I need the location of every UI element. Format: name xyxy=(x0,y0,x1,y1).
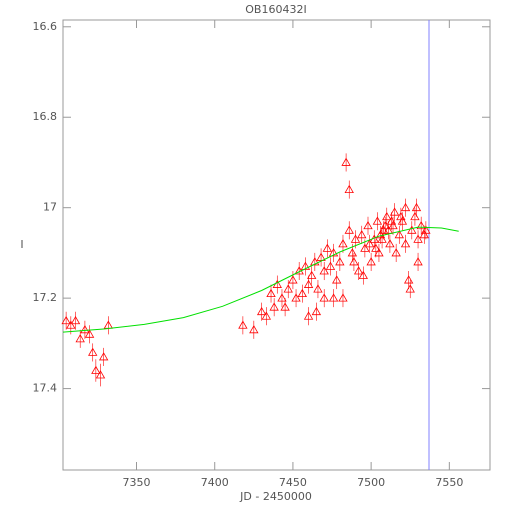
data-point xyxy=(310,257,320,266)
chart-title: OB160432I xyxy=(245,3,306,16)
data-point xyxy=(403,275,414,284)
data-point xyxy=(394,230,404,239)
data-point xyxy=(280,302,290,311)
data-point xyxy=(347,248,358,257)
data-point xyxy=(421,225,431,234)
data-point xyxy=(349,257,359,266)
data-point xyxy=(380,220,390,230)
data-point xyxy=(389,207,400,216)
data-point xyxy=(303,311,314,320)
x-tick-label: 7500 xyxy=(357,476,385,489)
data-point xyxy=(70,315,81,325)
data-point xyxy=(366,257,376,266)
data-point xyxy=(396,211,406,221)
x-tick-label: 7400 xyxy=(201,476,229,489)
data-point xyxy=(80,324,90,334)
data-point xyxy=(413,257,423,266)
data-point xyxy=(61,315,71,325)
data-point xyxy=(335,257,345,266)
data-point xyxy=(353,266,364,275)
data-point xyxy=(332,275,342,284)
y-tick-label: 17 xyxy=(43,201,57,214)
data-point xyxy=(277,293,287,302)
data-point xyxy=(316,252,326,261)
data-point xyxy=(95,370,106,379)
data-point xyxy=(405,284,415,293)
data-point xyxy=(261,311,272,320)
data-point xyxy=(84,329,95,338)
data-point xyxy=(98,352,109,361)
data-point xyxy=(66,320,76,329)
data-point xyxy=(410,211,420,221)
data-point xyxy=(338,293,348,302)
data-point xyxy=(374,248,384,257)
x-tick-label: 7450 xyxy=(279,476,307,489)
data-point xyxy=(75,334,85,343)
data-point xyxy=(319,266,329,275)
data-point xyxy=(350,234,361,243)
x-axis-label: JD - 2450000 xyxy=(239,490,312,503)
data-point xyxy=(371,243,381,252)
y-tick-label: 16.8 xyxy=(33,110,58,123)
data-point xyxy=(344,184,354,193)
data-point xyxy=(416,220,426,230)
data-point xyxy=(322,243,333,252)
y-tick-label: 17.2 xyxy=(33,291,58,304)
data-point xyxy=(283,284,293,293)
data-point xyxy=(377,234,387,243)
data-point xyxy=(357,230,367,239)
data-point xyxy=(386,216,397,225)
data-point xyxy=(385,239,395,248)
data-point xyxy=(391,248,401,257)
data-point xyxy=(364,239,375,248)
data-point xyxy=(407,225,417,234)
y-tick-label: 16.6 xyxy=(33,20,58,33)
data-point xyxy=(419,230,429,239)
data-point xyxy=(360,243,370,252)
data-point xyxy=(307,270,317,279)
x-tick-label: 7350 xyxy=(123,476,151,489)
data-point xyxy=(313,284,323,293)
plot-frame xyxy=(62,19,491,471)
model-curve xyxy=(62,226,459,333)
data-point xyxy=(297,288,307,298)
x-tick-label: 7550 xyxy=(435,476,463,489)
data-point xyxy=(303,279,314,288)
data-point xyxy=(413,234,423,243)
data-point xyxy=(300,261,311,270)
data-point xyxy=(382,211,392,221)
data-point xyxy=(291,293,301,302)
data-point xyxy=(338,239,348,248)
data-point xyxy=(311,306,322,316)
data-point xyxy=(319,293,329,302)
data-point xyxy=(388,220,398,230)
data-point xyxy=(256,306,267,316)
data-point xyxy=(378,225,389,234)
data-point xyxy=(91,365,101,374)
data-point xyxy=(397,216,408,225)
data-point xyxy=(328,293,339,302)
data-point xyxy=(328,248,339,257)
data-point xyxy=(372,216,383,225)
data-point xyxy=(358,270,368,279)
data-point xyxy=(383,225,394,234)
data-point xyxy=(249,324,259,334)
data-point xyxy=(88,347,98,356)
data-point xyxy=(400,239,411,248)
data-point xyxy=(363,220,373,230)
data-point xyxy=(325,261,336,270)
data-point xyxy=(344,225,354,234)
data-point xyxy=(288,275,298,284)
y-tick-label: 17.4 xyxy=(33,382,58,395)
data-point xyxy=(400,202,411,212)
data-point xyxy=(266,288,276,298)
data-point xyxy=(341,157,351,166)
data-point xyxy=(411,202,422,212)
y-axis-label: I xyxy=(20,238,23,251)
data-point xyxy=(269,302,279,311)
data-point xyxy=(238,320,248,329)
